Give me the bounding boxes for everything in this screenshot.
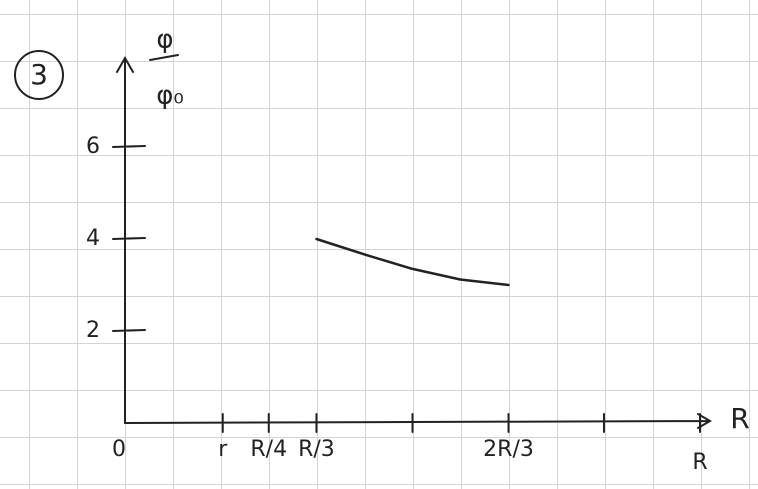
data-line [316,239,508,285]
chart: 3 φ φ₀ R 2 4 6 0 r R/4 R/3 2R/3 R [0,0,758,489]
y-tick-label: 4 [86,226,100,251]
x-axis-label: R [730,402,749,435]
y-axis [117,58,133,423]
x-tick-label: r [218,437,228,462]
y-tick [113,146,145,147]
y-label-bar [150,55,178,60]
x-tick-label: 2R/3 [483,437,534,462]
x-tick-label: R [692,450,707,475]
y-tick-label: 2 [86,318,100,343]
y-label-numerator: φ [156,25,173,55]
y-tick [113,330,145,331]
page: 3 φ φ₀ R 2460rR/4R/32R/3R (() => { const… [0,0,758,489]
y-label-denominator: φ₀ [156,81,184,111]
x-tick-label: R/4 [250,437,287,462]
x-axis [125,414,710,428]
x-tick-label: R/3 [298,437,335,462]
panel-label: 3 [30,58,48,91]
y-tick-label: 6 [86,134,100,159]
x-tick-label: 0 [112,437,126,462]
y-tick [113,238,145,239]
